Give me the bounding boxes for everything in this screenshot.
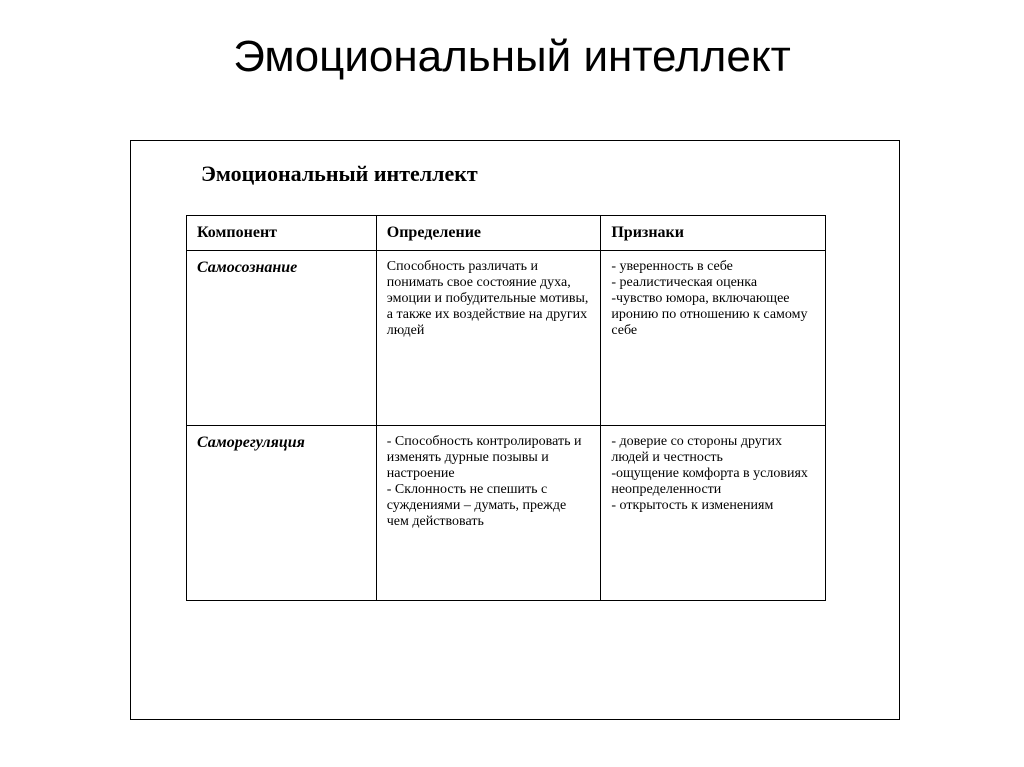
content-subtitle: Эмоциональный интеллект	[201, 161, 869, 187]
col-header-component: Компонент	[187, 216, 377, 251]
cell-definition: Способность различать и понимать свое со…	[376, 251, 601, 426]
component-name-label: Саморегуляция	[197, 434, 305, 451]
cell-component: Самосознание	[187, 251, 377, 426]
table-row: Саморегуляция - Способность контролирова…	[187, 426, 826, 601]
cell-signs: - доверие со стороны других людей и чест…	[601, 426, 826, 601]
component-name-label: Самосознание	[197, 259, 297, 276]
page-title: Эмоциональный интеллект	[0, 0, 1024, 92]
col-header-definition: Определение	[376, 216, 601, 251]
content-frame: Эмоциональный интеллект Компонент Опреде…	[130, 140, 900, 720]
table-header-row: Компонент Определение Признаки	[187, 216, 826, 251]
cell-signs: - уверенность в себе- реалистическая оце…	[601, 251, 826, 426]
table-row: Самосознание Способность различать и пон…	[187, 251, 826, 426]
cell-component: Саморегуляция	[187, 426, 377, 601]
col-header-signs: Признаки	[601, 216, 826, 251]
cell-definition: - Способность контролировать и изменять …	[376, 426, 601, 601]
ei-table: Компонент Определение Признаки Самосозна…	[186, 215, 826, 601]
